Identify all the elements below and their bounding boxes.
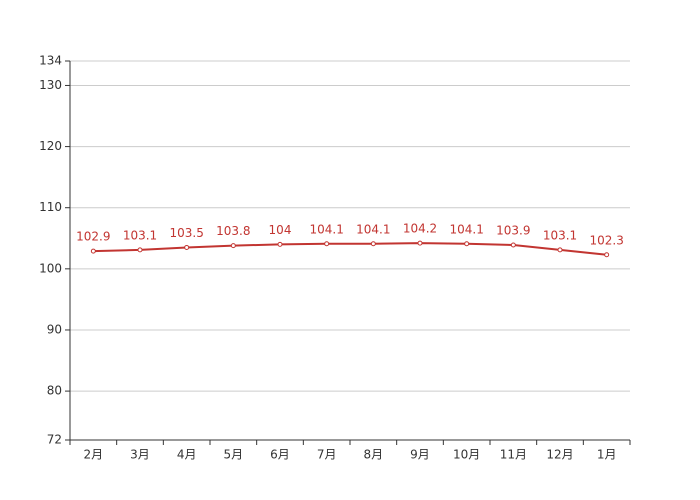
x-tick-label: 7月 (317, 448, 337, 462)
x-tick-label: 9月 (410, 448, 430, 462)
x-tick-label: 1月 (597, 448, 617, 462)
x-tick-label: 2月 (84, 448, 104, 462)
point (277, 241, 283, 247)
x-tick-label: 4月 (177, 448, 197, 462)
data-label: 102.9 (76, 230, 110, 244)
y-tick-label: 130 (39, 78, 62, 92)
data-label: 104.2 (403, 222, 437, 236)
data-label: 104.1 (449, 222, 483, 236)
data-label: 103.1 (543, 228, 577, 242)
point (137, 247, 143, 253)
point (370, 241, 376, 247)
data-label: 104.1 (356, 222, 390, 236)
point (417, 240, 423, 246)
point (230, 243, 236, 249)
y-tick-label: 100 (39, 261, 62, 275)
point (510, 242, 516, 248)
x-tick-label: 8月 (364, 448, 384, 462)
y-tick-label: 72 (47, 433, 62, 447)
data-label: 103.8 (216, 224, 250, 238)
point (324, 241, 330, 247)
x-tick-label: 10月 (453, 448, 480, 462)
y-tick-label: 90 (47, 322, 62, 336)
line (93, 242, 607, 256)
data-label: 103.1 (123, 228, 157, 242)
data-label: 104 (269, 223, 292, 237)
y-tick-label: 110 (39, 200, 62, 214)
data-label: 103.9 (496, 223, 530, 237)
point (557, 247, 563, 253)
x-tick-label: 3月 (130, 448, 150, 462)
x-tick-label: 11月 (500, 448, 527, 462)
y-tick-label: 120 (39, 139, 62, 153)
data-label: 104.1 (309, 222, 343, 236)
data-label: 103.5 (169, 226, 203, 240)
y-tick-label: 80 (47, 384, 62, 398)
y-tick-label: 134 (39, 54, 62, 68)
x-tick-label: 6月 (270, 448, 290, 462)
x-tick-label: 12月 (546, 448, 573, 462)
point (184, 244, 190, 250)
point (604, 252, 610, 258)
point (90, 248, 96, 254)
data-label: 102.3 (589, 233, 623, 247)
x-tick-label: 5月 (224, 448, 244, 462)
point (464, 241, 470, 247)
